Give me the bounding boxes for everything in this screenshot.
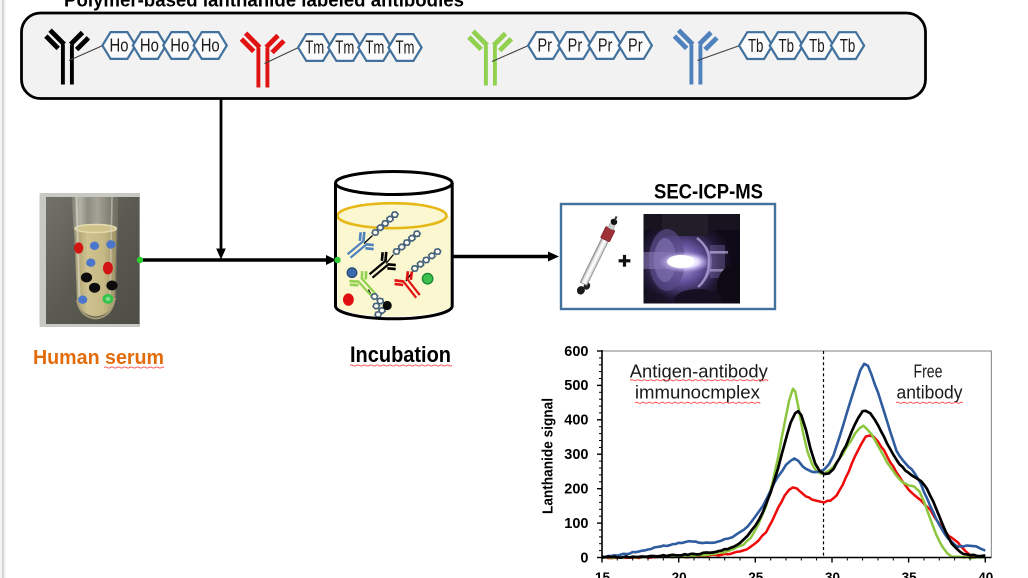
svg-text:Lanthanide signal: Lanthanide signal [540,398,557,514]
svg-text:40: 40 [978,570,993,578]
svg-text:antibody: antibody [897,383,963,403]
svg-text:Pr: Pr [537,36,552,56]
svg-text:Polymer-based lanthanide label: Polymer-based lanthanide labeled antibod… [64,0,464,12]
svg-text:Pr: Pr [628,36,643,56]
svg-text:Ho: Ho [201,36,220,56]
svg-text:Incubation: Incubation [350,342,451,367]
svg-text:Tm: Tm [305,38,324,58]
svg-text:immunocmplex: immunocmplex [635,383,760,403]
svg-text:Ho: Ho [170,36,189,56]
svg-text:Free: Free [914,362,943,382]
svg-text:35: 35 [902,570,918,578]
svg-text:Ho: Ho [110,36,129,56]
svg-text:20: 20 [672,570,687,578]
svg-text:Ho: Ho [140,36,159,56]
svg-text:Antigen-antibody: Antigen-antibody [630,362,768,382]
svg-text:SEC-ICP-MS: SEC-ICP-MS [654,181,763,204]
svg-text:Tm: Tm [396,38,415,58]
svg-text:Tb: Tb [779,36,795,56]
svg-text:30: 30 [825,570,840,578]
svg-text:300: 300 [564,447,588,463]
svg-text:600: 600 [564,344,588,360]
svg-text:500: 500 [564,378,588,394]
svg-text:Tm: Tm [365,38,384,58]
svg-text:200: 200 [564,482,588,498]
svg-text:400: 400 [564,413,588,429]
svg-text:Tb: Tb [809,36,825,56]
svg-text:25: 25 [748,570,764,578]
svg-text:Tm: Tm [335,38,354,58]
svg-text:Pr: Pr [598,36,613,56]
svg-text:Tb: Tb [748,36,764,56]
svg-text:100: 100 [564,516,588,532]
svg-text:0: 0 [580,550,588,566]
svg-text:Tb: Tb [840,36,856,56]
svg-text:Human serum: Human serum [33,346,164,369]
svg-text:Pr: Pr [568,36,583,56]
svg-text:15: 15 [595,570,611,578]
